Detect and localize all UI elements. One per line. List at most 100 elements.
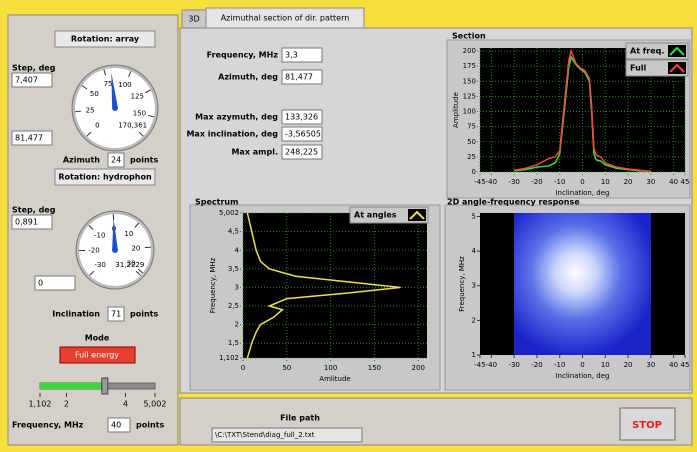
legend-swatch-bg (408, 209, 426, 221)
x-tick-label: 0 (241, 364, 245, 372)
x-tick-label: 40 (669, 361, 678, 369)
gauge-tick (86, 131, 92, 137)
frequency-label: Frequency, MHz (12, 421, 84, 430)
readout-label: Azimuth, deg (218, 73, 278, 82)
count-value-box[interactable] (107, 306, 125, 322)
readout-value: -3,56505 (285, 130, 321, 139)
y-tick-label: 150 (463, 77, 476, 85)
stop-button[interactable] (619, 407, 676, 441)
count-value: 24 (111, 156, 121, 165)
readout-label: Frequency, MHz (207, 51, 279, 60)
data-line (246, 212, 401, 359)
readout-label: Max inclination, deg (186, 130, 278, 139)
gauge-tick-label: 30 (127, 259, 136, 267)
slider-thumb[interactable] (101, 377, 109, 395)
chart-title: 2D angle-frequency response (447, 198, 580, 207)
tab-label: Azimuthal section of dir. pattern (221, 14, 350, 23)
legend-swatch (669, 46, 685, 56)
readout-value: 3,3 (285, 51, 298, 60)
y-tick-label: 4 (472, 247, 477, 255)
readout-label: Max ampl. (231, 148, 278, 157)
slider-tick-label: 2 (64, 400, 69, 409)
x-tick-label: 50 (282, 364, 291, 372)
gauge-tick-label: -20 (88, 246, 99, 254)
count-value-box[interactable] (107, 152, 125, 168)
gauge-tick-label: 0 (95, 122, 99, 130)
x-tick-label: -30 (508, 178, 519, 186)
chart-title: Section (452, 32, 486, 41)
gauge-tick (75, 110, 82, 113)
position-value-box[interactable] (34, 275, 76, 291)
x-tick-label: 20 (624, 178, 633, 186)
y-tick-label: 1,102 (219, 354, 239, 362)
x-tick-label: -10 (554, 178, 565, 186)
y-axis-label: Frequency, MHz (209, 257, 217, 313)
y-tick-label: 3 (235, 283, 239, 291)
gauge-tick (148, 115, 155, 118)
readout-value-box (281, 69, 323, 85)
gauge-tick (103, 69, 107, 76)
tab[interactable] (205, 7, 365, 29)
x-tick-label: -20 (531, 361, 542, 369)
readout-value: 248,225 (285, 148, 318, 157)
gauge-tick (134, 222, 140, 228)
x-tick-label: -30 (508, 361, 519, 369)
x-tick-label: -45 (474, 361, 485, 369)
y-tick-label: 3,5 (228, 265, 239, 273)
gauge-tick (137, 268, 144, 274)
x-tick-label: 200 (412, 364, 425, 372)
gauge-needle (111, 72, 118, 108)
x-tick-label: -20 (531, 178, 542, 186)
step-value-box[interactable] (11, 214, 53, 230)
step-value-box[interactable] (11, 72, 53, 88)
position-value-box[interactable] (11, 130, 53, 146)
y-axis-label: Amplitude (452, 92, 460, 128)
x-tick-label: 45 (681, 361, 690, 369)
x-tick-label: 10 (601, 178, 610, 186)
section-title-box (54, 168, 156, 186)
legend-swatch (409, 210, 425, 220)
plot-area (243, 213, 427, 358)
gauge-tick (145, 89, 151, 94)
y-tick-label: 2,5 (228, 302, 239, 310)
file-path-box[interactable] (211, 427, 363, 443)
y-tick-label: 200 (463, 47, 476, 55)
chart-title: Spectrum (195, 198, 238, 207)
count-label: Inclination (52, 310, 100, 319)
x-axis-label: Inclination, deg (555, 372, 609, 380)
step-value: 7,407 (15, 76, 38, 85)
gauge-tick-label: 25 (86, 106, 95, 114)
data-line (514, 55, 651, 173)
gauge-tick-label: -30 (94, 261, 105, 269)
gauge-needle (112, 218, 118, 249)
x-tick-label: 150 (368, 364, 381, 372)
y-tick-label: 1 (472, 351, 476, 359)
gauge-tick (128, 71, 132, 78)
gauge-tick (81, 85, 88, 90)
y-tick-label: 50 (467, 138, 476, 146)
y-axis-label: Frequency, MHz (458, 256, 466, 312)
step-value: 0,891 (15, 218, 38, 227)
stop-label[interactable]: STOP (632, 420, 662, 431)
frequency-unit: points (136, 421, 164, 430)
mode-button[interactable] (59, 346, 136, 364)
y-tick-label: 5 (472, 212, 476, 220)
x-tick-label: -40 (486, 178, 497, 186)
legend-label: Full (630, 64, 647, 73)
gauge-tick-label: 170,361 (118, 122, 147, 130)
section-title: Rotation: hydrophon (58, 173, 152, 182)
position-value: 0 (38, 279, 43, 288)
readout-value-box (281, 144, 323, 160)
data-line (514, 48, 651, 173)
step-label: Step, deg (12, 206, 56, 215)
readout-value-box (281, 109, 323, 125)
frequency-count-box[interactable] (107, 417, 131, 433)
y-tick-label: 2 (235, 321, 239, 329)
slider-tick-label: 4 (123, 400, 128, 409)
y-tick-label: 25 (467, 153, 476, 161)
legend-label: At freq. (630, 47, 664, 56)
gauge-tick-label: -10 (94, 232, 105, 240)
x-tick-label: -40 (486, 361, 497, 369)
mode-button-label: Full energy (75, 351, 119, 360)
y-tick-label: 5,002 (219, 209, 239, 217)
